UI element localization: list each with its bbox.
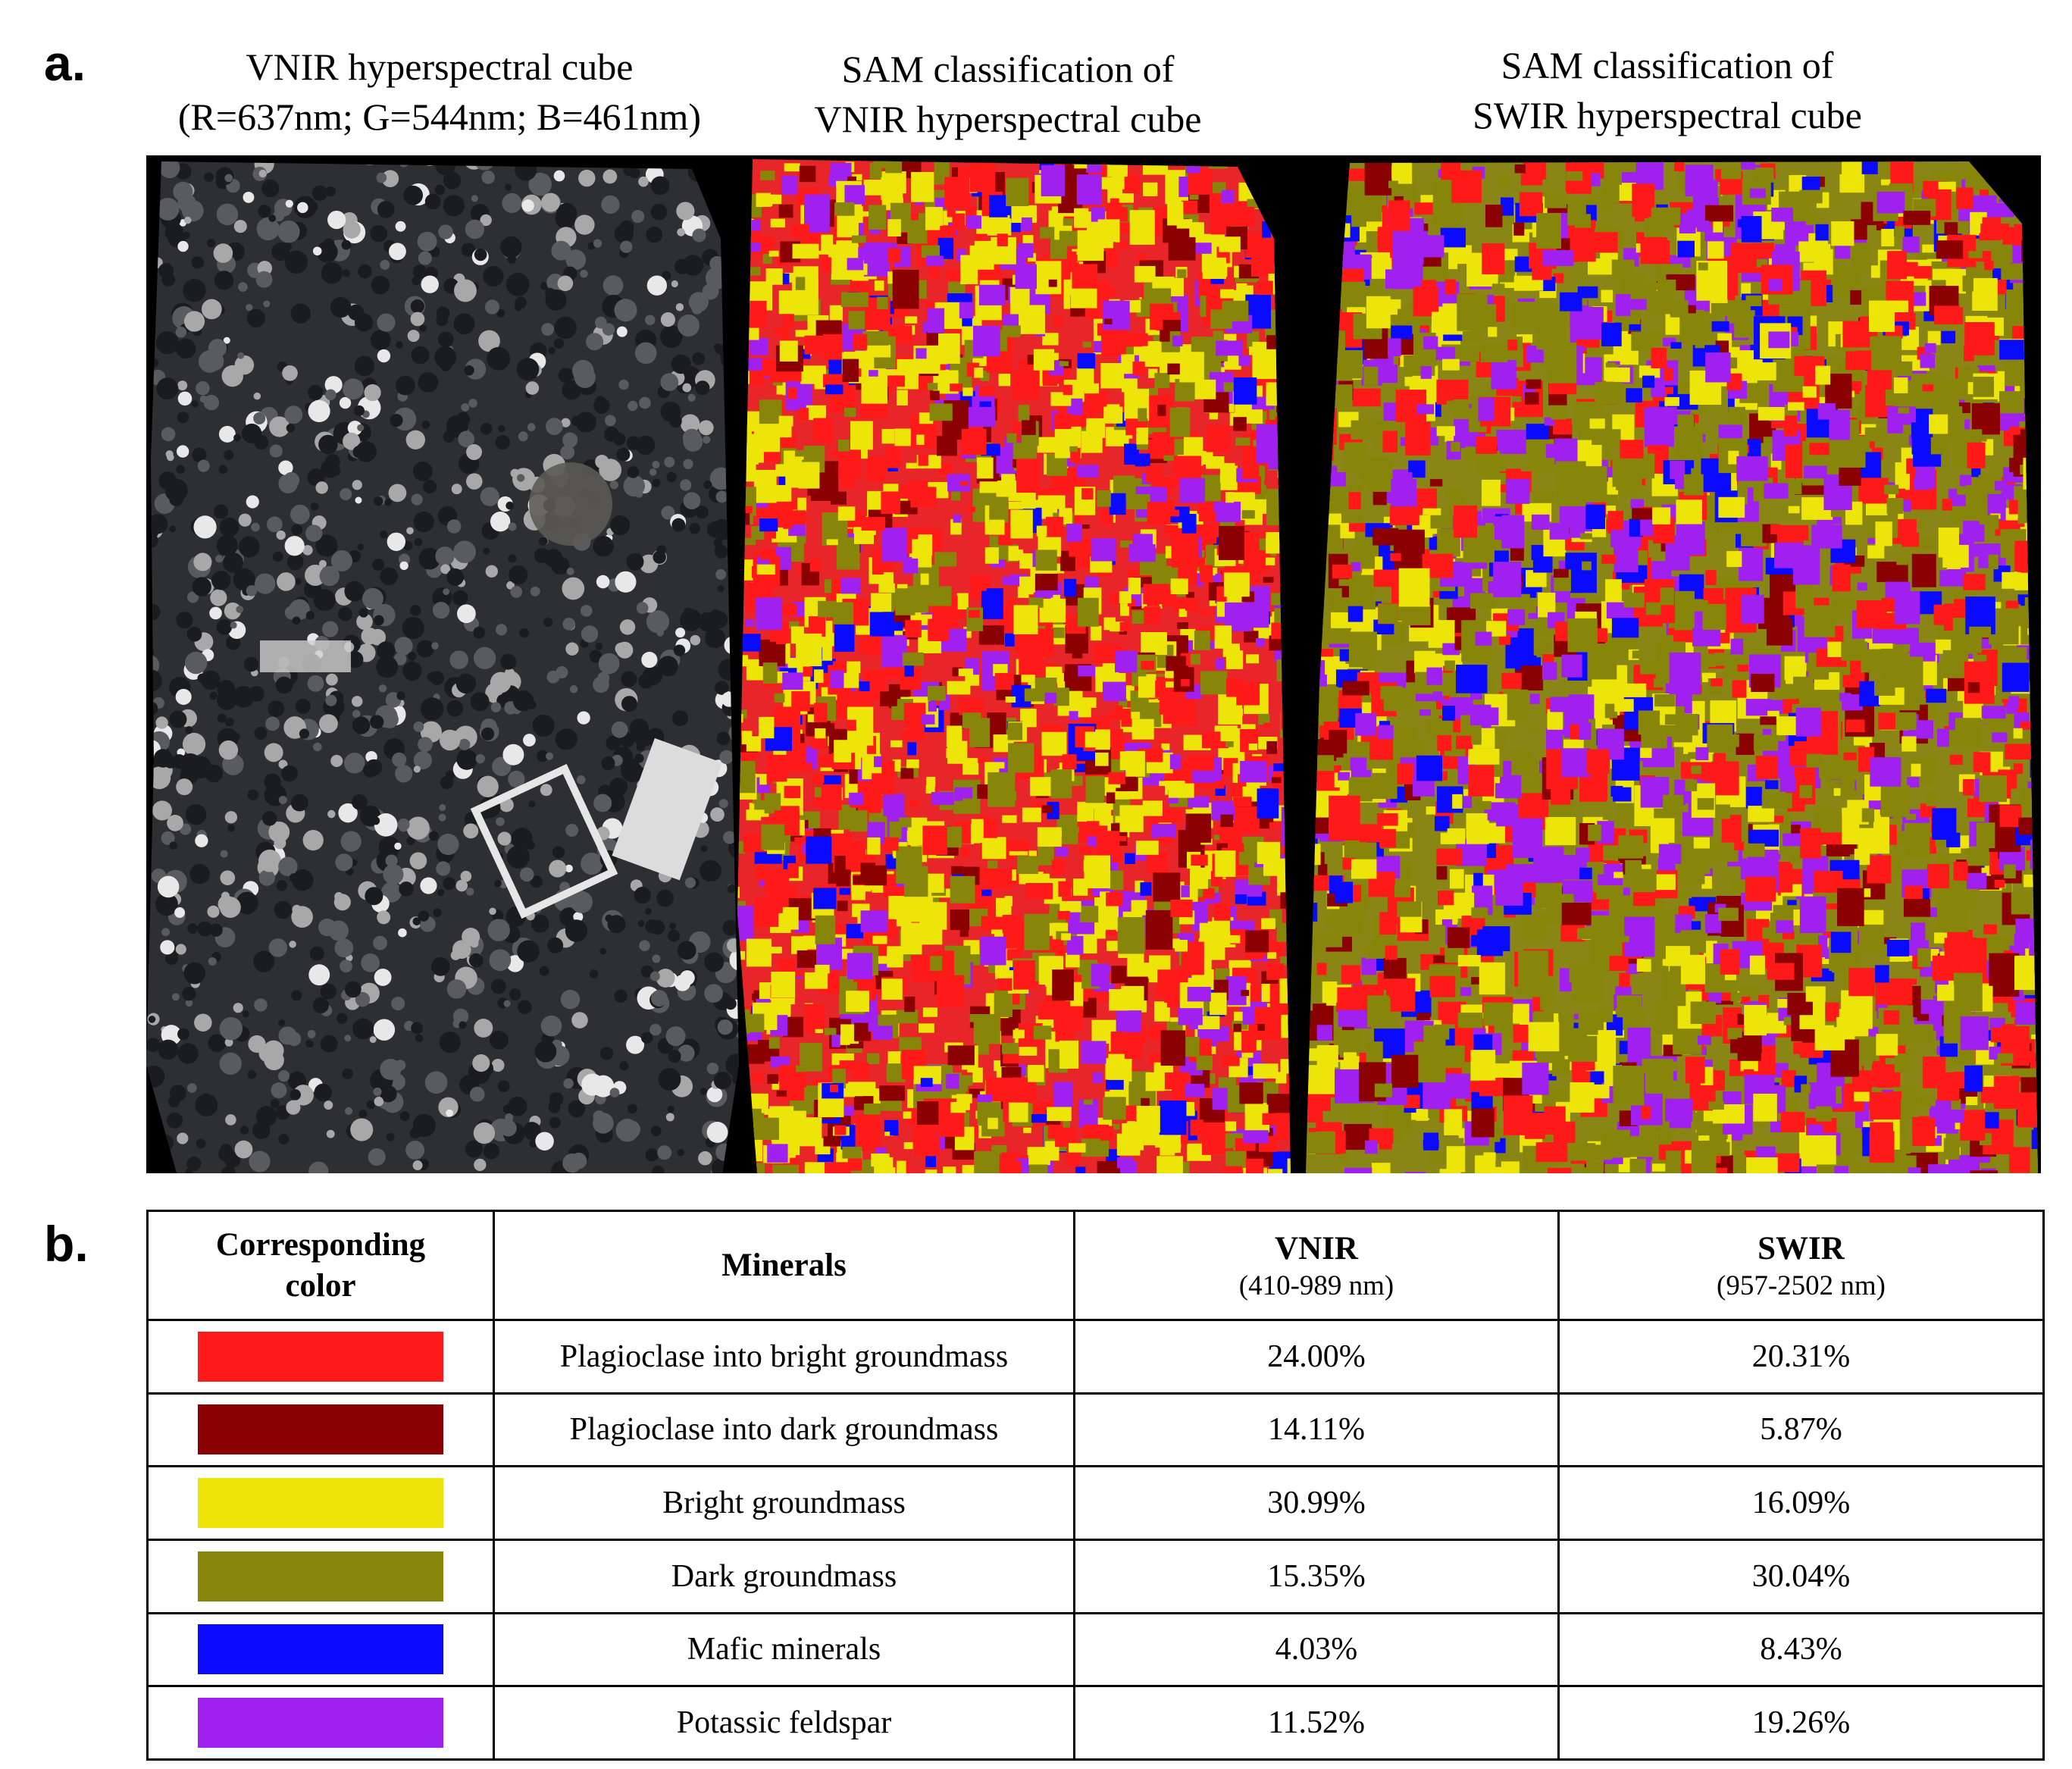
header-vnir-range: (410-989 nm) [1238,1270,1394,1301]
color-swatch [198,1698,443,1749]
swir-value: 16.09% [1557,1465,2045,1541]
color-cell [146,1319,495,1395]
sam-swir-classification-image [1306,161,2038,1173]
vnir-value: 14.11% [1073,1392,1560,1468]
color-swatch [198,1624,443,1675]
swir-value: 5.87% [1557,1392,2045,1468]
header-vnir-label: VNIR [1275,1230,1358,1266]
color-cell [146,1611,495,1688]
caption-sam-swir: SAM classification of SWIR hyperspectral… [1402,40,1933,140]
color-cell [146,1538,495,1614]
header-vnir: VNIR (410-989 nm) [1073,1210,1560,1321]
mineral-name: Dark groundmass [493,1538,1075,1614]
caption-vnir-rgb: VNIR hyperspectral cube (R=637nm; G=544n… [136,42,743,142]
caption-sam-vnir-line2: VNIR hyperspectral cube [814,98,1202,140]
swir-value: 8.43% [1557,1611,2045,1688]
header-swir: SWIR (957-2502 nm) [1557,1210,2045,1321]
table-row: Plagioclase into bright groundmass 24.00… [146,1319,2045,1395]
table-row: Dark groundmass 15.35% 30.04% [146,1538,2045,1614]
caption-sam-swir-line1: SAM classification of [1501,44,1834,86]
swir-value: 20.31% [1557,1319,2045,1395]
mineral-name: Mafic minerals [493,1611,1075,1688]
table-header-row: Corresponding color Minerals VNIR (410-9… [146,1210,2045,1321]
vnir-value: 30.99% [1073,1465,1560,1541]
color-swatch [198,1331,443,1382]
caption-sam-vnir: SAM classification of VNIR hyperspectral… [743,44,1273,144]
color-swatch [198,1404,443,1455]
caption-vnir-rgb-line2: (R=637nm; G=544nm; B=461nm) [177,95,702,138]
caption-vnir-rgb-line1: VNIR hyperspectral cube [246,45,634,88]
color-cell [146,1392,495,1468]
swir-value: 19.26% [1557,1685,2045,1761]
vnir-value: 24.00% [1073,1319,1560,1395]
vnir-value: 15.35% [1073,1538,1560,1614]
mineral-name: Plagioclase into dark groundmass [493,1392,1075,1468]
vnir-value: 4.03% [1073,1611,1560,1688]
vnir-rgb-image [146,161,739,1173]
table-row: Potassic feldspar 11.52% 19.26% [146,1685,2045,1761]
hyperspectral-image-strip [146,155,2041,1173]
color-swatch [198,1551,443,1601]
sam-vnir-classification-image [737,159,1291,1173]
header-minerals: Minerals [493,1210,1075,1321]
color-cell [146,1685,495,1761]
table-row: Plagioclase into dark groundmass 14.11% … [146,1392,2045,1468]
header-swir-label: SWIR [1757,1230,1845,1266]
color-swatch [198,1478,443,1529]
swir-value: 30.04% [1557,1538,2045,1614]
table-row: Bright groundmass 30.99% 16.09% [146,1465,2045,1541]
panel-b-label: b. [44,1216,89,1272]
color-cell [146,1465,495,1541]
caption-sam-vnir-line1: SAM classification of [841,48,1175,90]
mineral-name: Potassic feldspar [493,1685,1075,1761]
mineral-name: Bright groundmass [493,1465,1075,1541]
panel-a-label: a. [44,35,86,91]
header-color: Corresponding color [146,1210,495,1321]
table-row: Mafic minerals 4.03% 8.43% [146,1611,2045,1688]
caption-sam-swir-line2: SWIR hyperspectral cube [1473,94,1862,136]
header-swir-range: (957-2502 nm) [1717,1270,1886,1301]
mineral-name: Plagioclase into bright groundmass [493,1319,1075,1395]
mineral-abundance-table: Corresponding color Minerals VNIR (410-9… [146,1210,2045,1761]
vnir-value: 11.52% [1073,1685,1560,1761]
